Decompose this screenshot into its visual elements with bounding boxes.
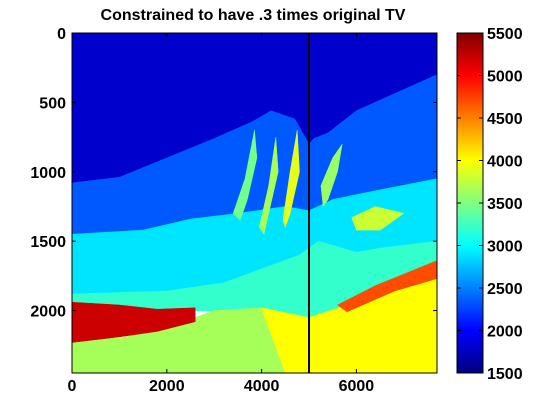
- region-salt-streak-1: [232, 130, 258, 221]
- colorbar-tick-label: 5500: [487, 26, 523, 43]
- colorbar-tick-label: 2000: [487, 324, 523, 341]
- axis-ticks: 0 2000 4000 6000 0 500 1000 1500 2000: [30, 26, 437, 395]
- y-tick-label: 0: [57, 26, 66, 43]
- y-tick-label: 1000: [30, 165, 66, 182]
- region-high-velocity-west: [72, 301, 196, 343]
- x-tick-label: 4000: [244, 378, 280, 395]
- region-salt-streak-3: [282, 130, 300, 229]
- colorbar-tick-label: 4000: [487, 154, 523, 171]
- colorbar-tick-label: 3000: [487, 239, 523, 256]
- region-salt-streak-2: [258, 137, 279, 235]
- colorbar-tick-label: 3500: [487, 196, 523, 213]
- colorbar-ticks: 1500 2000 2500 3000 3500 4000 4500 5000 5500: [457, 26, 523, 383]
- x-tick-label: 0: [68, 378, 77, 395]
- plot-frame: [71, 32, 438, 374]
- colorbar: [456, 32, 484, 374]
- colorbar-tick-label: 5000: [487, 69, 523, 86]
- region-deep-green-west: [72, 307, 286, 373]
- region-salt-streak-4: [320, 143, 343, 208]
- region-salt-streak-5: [351, 206, 405, 231]
- x-tick-label: 6000: [339, 378, 375, 395]
- region-high-velocity-east: [337, 260, 437, 313]
- y-tick-label: 2000: [30, 304, 66, 321]
- colorbar-tick-label: 4500: [487, 111, 523, 128]
- colorbar-tick-label: 1500: [487, 366, 523, 383]
- colorbar-tick-label: 2500: [487, 281, 523, 298]
- chart-title: Constrained to have .3 times original TV: [101, 7, 406, 24]
- y-tick-label: 1500: [30, 234, 66, 251]
- plot-area: [72, 33, 437, 373]
- x-tick-label: 2000: [149, 378, 185, 395]
- y-tick-label: 500: [39, 95, 66, 112]
